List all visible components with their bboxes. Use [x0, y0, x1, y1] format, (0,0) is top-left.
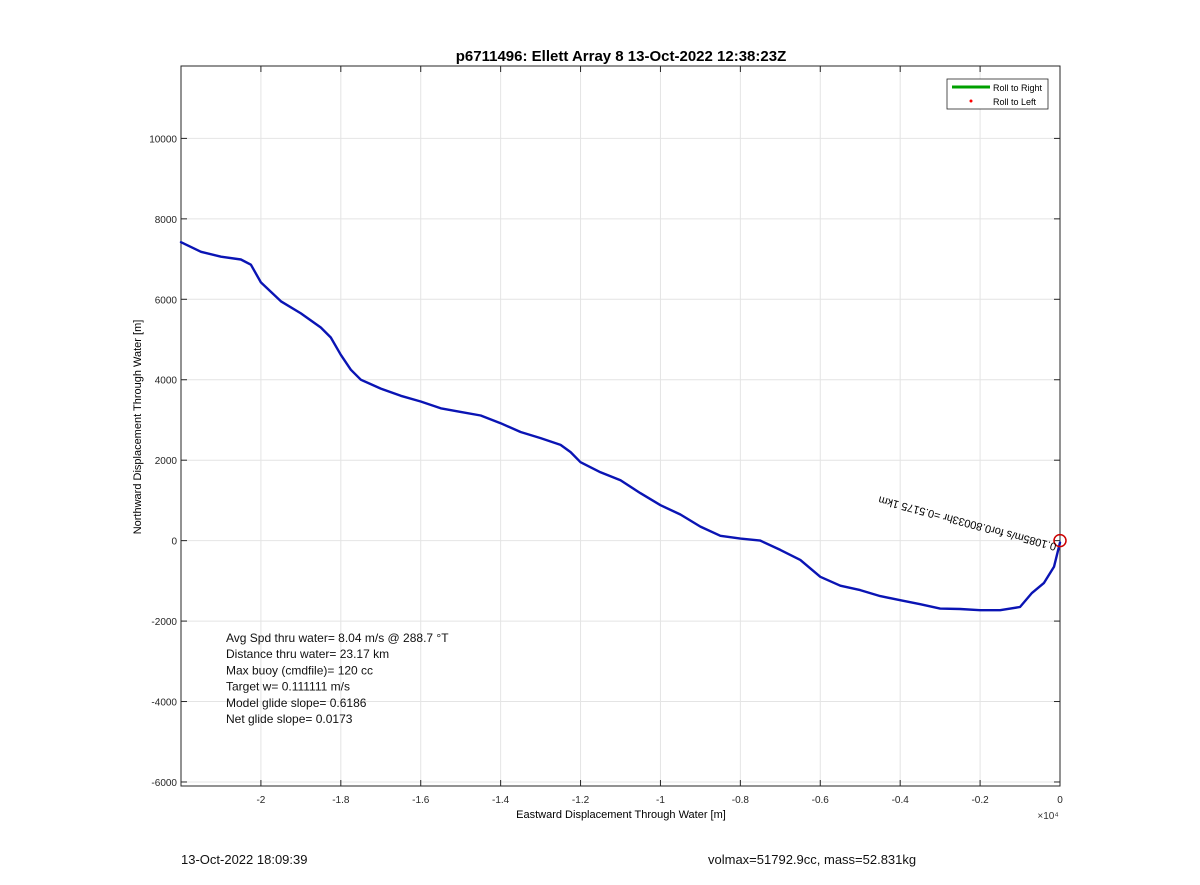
x-tick-label: -1.6	[412, 795, 430, 806]
x-tick-label: -2	[256, 795, 265, 806]
footer-timestamp: 13-Oct-2022 18:09:39	[181, 852, 308, 867]
axes-frame	[180, 65, 1061, 787]
stats-annotation: Avg Spd thru water= 8.04 m/s @ 288.7 °T	[226, 631, 449, 645]
y-tick-label: 2000	[155, 456, 178, 467]
x-tick-label: 0	[1057, 795, 1063, 806]
x-tick-label: -1.2	[572, 795, 590, 806]
x-tick-label: -1.4	[492, 795, 510, 806]
x-axis-exponent: ×10⁴	[1037, 811, 1058, 822]
stats-annotation: Model glide slope= 0.6186	[226, 696, 367, 710]
y-tick-label: -6000	[151, 778, 177, 789]
x-tick-label: -0.4	[892, 795, 910, 806]
x-tick-label: -1.8	[332, 795, 350, 806]
x-tick-label: -0.2	[971, 795, 989, 806]
y-tick-label: 4000	[155, 376, 178, 387]
x-tick-label: -1	[656, 795, 665, 806]
stats-annotation: Max buoy (cmdfile)= 120 cc	[226, 663, 373, 677]
legend-label-roll-left: Roll to Left	[993, 97, 1037, 107]
stats-annotation: Target w= 0.111111 m/s	[226, 680, 350, 694]
legend: Roll to Right Roll to Left	[946, 78, 1049, 110]
marker	[1053, 533, 1067, 548]
y-tick-label: -2000	[151, 617, 177, 628]
y-tick-label: -4000	[151, 698, 177, 709]
y-tick-label: 0	[171, 537, 177, 548]
stats-annotation: Net glide slope= 0.0173	[226, 712, 353, 726]
footer-volmax-mass: volmax=51792.9cc, mass=52.831kg	[708, 852, 917, 867]
trajectory-line	[179, 241, 1062, 612]
x-tick-label: -0.6	[812, 795, 830, 806]
y-tick-label: 6000	[155, 295, 178, 306]
y-axis-label: Northward Displacement Through Water [m]	[132, 320, 144, 535]
stats-annotation: Distance thru water= 23.17 km	[226, 647, 389, 661]
chart-title: p6711496: Ellett Array 8 13-Oct-2022 12:…	[456, 48, 786, 65]
y-tick-label: 8000	[155, 215, 178, 226]
legend-swatch-roll-left	[969, 99, 973, 103]
x-tick-label: -0.8	[732, 795, 750, 806]
axis-ticks: -2 -1.8 -1.6 -1.4 -1.2 -1 -0.8 -0.6 -0.4 -0.2 0 -60…	[149, 66, 1063, 806]
y-tick-label: 10000	[149, 134, 177, 145]
rotated-speed-annotation: 0.1085m/s for0.80033hr =0.5175 1km	[877, 493, 1058, 552]
grid	[181, 66, 1061, 786]
legend-box	[946, 78, 1049, 110]
annotations: Avg Spd thru water= 8.04 m/s @ 288.7 °T D…	[226, 493, 1058, 726]
series	[179, 241, 1062, 612]
x-axis-label: Eastward Displacement Through Water [m]	[516, 809, 726, 821]
current-position-marker	[1053, 533, 1067, 548]
legend-label-roll-right: Roll to Right	[993, 83, 1043, 93]
